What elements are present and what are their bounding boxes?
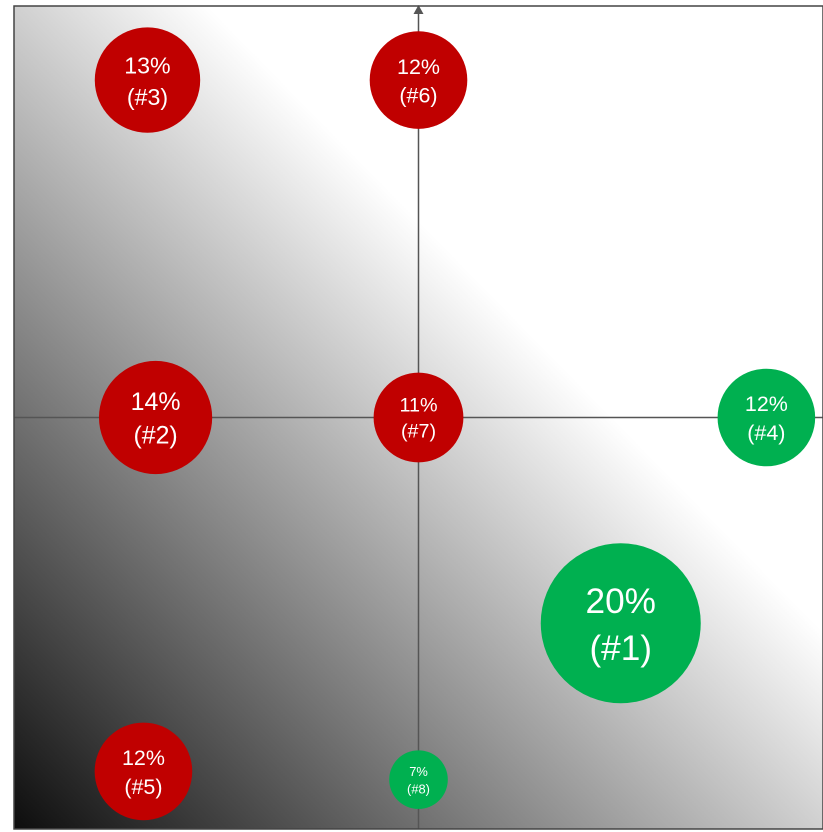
bubble-rank-label: (#5) xyxy=(124,775,162,799)
bubble-value-label: 12% xyxy=(397,55,440,79)
bubble-circle xyxy=(717,368,816,467)
bubble-circle xyxy=(94,27,201,133)
bubble-value-label: 20% xyxy=(586,582,656,621)
bubble-value-label: 11% xyxy=(399,394,437,416)
bubble-rank-6: 12% (#6) xyxy=(369,31,468,129)
bubble-value-label: 13% xyxy=(124,53,170,79)
bubble-circle xyxy=(540,543,701,704)
bubble-rank-label: (#4) xyxy=(747,421,785,445)
bubble-rank-1: 20% (#1) xyxy=(540,543,701,704)
bubble-circle xyxy=(98,360,213,475)
bubbles: 20% (#1) 14% (#2) 13% (#3) 12% (#4) 12% (#5) 12% (#… xyxy=(94,27,816,821)
bubble-rank-label: (#7) xyxy=(401,421,436,443)
bubble-rank-label: (#8) xyxy=(407,781,430,796)
bubble-rank-label: (#3) xyxy=(127,84,168,110)
bubble-rank-5: 12% (#5) xyxy=(94,722,193,821)
plot-border xyxy=(13,5,823,830)
bubble-value-label: 7% xyxy=(409,764,428,779)
bubble-rank-3: 13% (#3) xyxy=(94,27,201,133)
bubble-value-label: 12% xyxy=(745,392,788,416)
bubble-rank-4: 12% (#4) xyxy=(717,368,816,467)
bubble-rank-2: 14% (#2) xyxy=(98,360,213,475)
bubble-rank-7: 11% (#7) xyxy=(373,372,464,463)
bubble-rank-label: (#2) xyxy=(133,421,177,449)
bubble-rank-8: 7% (#8) xyxy=(389,750,448,809)
bubble-value-label: 12% xyxy=(122,746,165,770)
bubble-circle xyxy=(369,31,468,129)
bubble-rank-label: (#1) xyxy=(589,629,652,668)
bubble-circle xyxy=(94,722,193,821)
bubble-circle xyxy=(389,750,448,809)
bubble-value-label: 14% xyxy=(131,388,181,416)
y-axis-arrow xyxy=(413,5,424,14)
bubble-circle xyxy=(373,372,464,463)
bubble-rank-label: (#6) xyxy=(399,84,437,108)
